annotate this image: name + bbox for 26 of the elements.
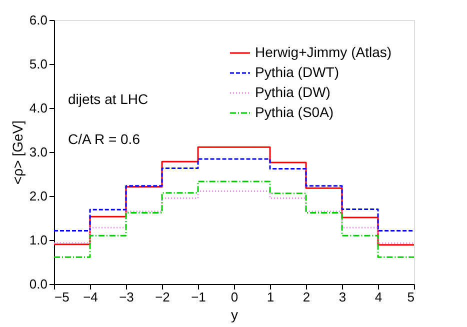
y-tick-label: 1.0 [29,232,48,248]
annotation: C/A R = 0.6 [68,131,140,147]
y-tick-label: 4.0 [29,100,48,116]
x-tick-label: 5 [407,290,414,304]
legend-label: Pythia (DW) [255,84,330,100]
y-tick-label: 5.0 [29,56,48,72]
x-tick-label: −5 [54,290,70,304]
y-tick-label: 2.0 [29,188,48,204]
y-tick-label: 3.0 [29,144,48,160]
legend-label: Pythia (S0A) [255,104,334,120]
annotation: dijets at LHC [68,91,148,107]
x-tick-label: 3 [338,290,346,304]
y-axis-title: <ρ> [GeV] [9,120,26,184]
x-tick-label: −2 [155,290,170,304]
x-tick-label: 1 [266,290,274,304]
x-tick-label: −3 [119,290,134,304]
y-tick-label: 6.0 [29,12,48,28]
x-tick-label: −1 [191,290,206,304]
x-axis-title: y [231,306,238,322]
x-tick-label: −4 [83,290,98,304]
legend-label: Herwig+Jimmy (Atlas) [255,44,392,60]
x-tick-label: 0 [230,290,238,304]
x-tick-label: 4 [374,290,382,304]
x-tick-label: 2 [302,290,310,304]
legend-label: Pythia (DWT) [255,64,339,80]
y-tick-label: 0.0 [29,276,48,292]
